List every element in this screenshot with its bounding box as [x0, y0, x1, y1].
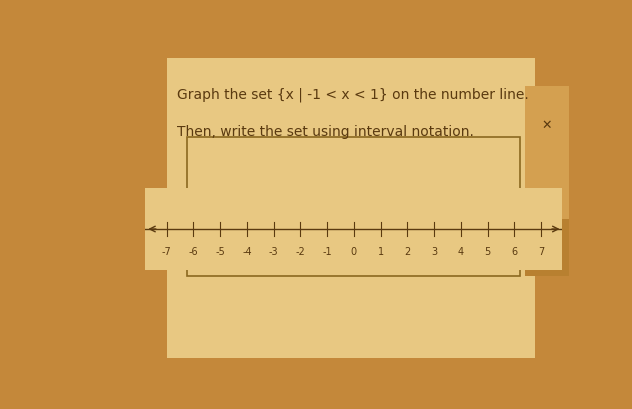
Text: 2: 2 — [404, 247, 411, 256]
Text: -3: -3 — [269, 247, 279, 256]
Text: ✕: ✕ — [542, 118, 552, 131]
FancyBboxPatch shape — [167, 58, 535, 358]
Text: 7: 7 — [538, 247, 544, 256]
Text: 0: 0 — [351, 247, 357, 256]
Text: -1: -1 — [322, 247, 332, 256]
Text: 3: 3 — [431, 247, 437, 256]
Text: -5: -5 — [216, 247, 225, 256]
FancyBboxPatch shape — [525, 219, 569, 276]
Text: Graph the set {x | -1 < x < 1} on the number line.: Graph the set {x | -1 < x < 1} on the nu… — [177, 87, 529, 101]
Text: X: X — [542, 241, 551, 254]
FancyBboxPatch shape — [187, 137, 520, 276]
Text: 5: 5 — [485, 247, 490, 256]
Text: -4: -4 — [242, 247, 252, 256]
Text: 6: 6 — [511, 247, 518, 256]
Text: -7: -7 — [162, 247, 172, 256]
FancyBboxPatch shape — [525, 87, 569, 276]
Text: 1: 1 — [377, 247, 384, 256]
Text: 4: 4 — [458, 247, 464, 256]
Text: -6: -6 — [189, 247, 198, 256]
Text: -2: -2 — [296, 247, 305, 256]
Text: o: o — [543, 184, 550, 197]
Text: Then, write the set using interval notation.: Then, write the set using interval notat… — [177, 125, 474, 139]
